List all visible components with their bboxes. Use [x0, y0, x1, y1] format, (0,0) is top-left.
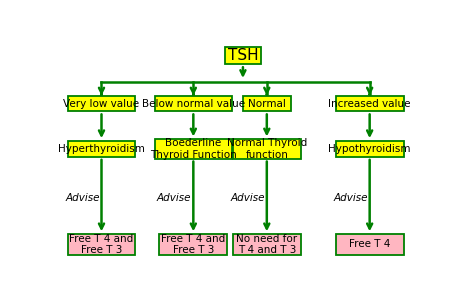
Text: Free T 4 and
Free T 3: Free T 4 and Free T 3: [69, 234, 134, 255]
FancyBboxPatch shape: [243, 96, 291, 112]
FancyBboxPatch shape: [225, 47, 261, 64]
Text: Normal: Normal: [248, 99, 286, 109]
Text: TSH: TSH: [228, 48, 258, 63]
Text: Very low value: Very low value: [64, 99, 139, 109]
FancyBboxPatch shape: [155, 96, 232, 112]
FancyBboxPatch shape: [67, 234, 136, 255]
FancyBboxPatch shape: [159, 234, 228, 255]
FancyBboxPatch shape: [155, 139, 232, 159]
Text: Free T 4: Free T 4: [349, 239, 391, 249]
FancyBboxPatch shape: [336, 234, 404, 255]
Text: Advise: Advise: [230, 193, 265, 203]
Text: Increased value: Increased value: [328, 99, 411, 109]
Text: Normal Thyroid
function: Normal Thyroid function: [227, 138, 307, 160]
Text: Boederline
Thyroid Function: Boederline Thyroid Function: [150, 138, 237, 160]
Text: Hyperthyroidism: Hyperthyroidism: [58, 144, 145, 154]
Text: Free T 4 and
Free T 3: Free T 4 and Free T 3: [161, 234, 226, 255]
FancyBboxPatch shape: [67, 96, 136, 112]
FancyBboxPatch shape: [233, 234, 301, 255]
FancyBboxPatch shape: [336, 141, 404, 157]
Text: Below normal value: Below normal value: [142, 99, 245, 109]
Text: Hypothyroidism: Hypothyroidism: [328, 144, 411, 154]
FancyBboxPatch shape: [233, 139, 301, 159]
Text: Advise: Advise: [157, 193, 191, 203]
Text: Advise: Advise: [65, 193, 100, 203]
FancyBboxPatch shape: [336, 96, 404, 112]
Text: No need for
T 4 and T 3: No need for T 4 and T 3: [236, 234, 297, 255]
FancyBboxPatch shape: [67, 141, 136, 157]
Text: Advise: Advise: [333, 193, 368, 203]
